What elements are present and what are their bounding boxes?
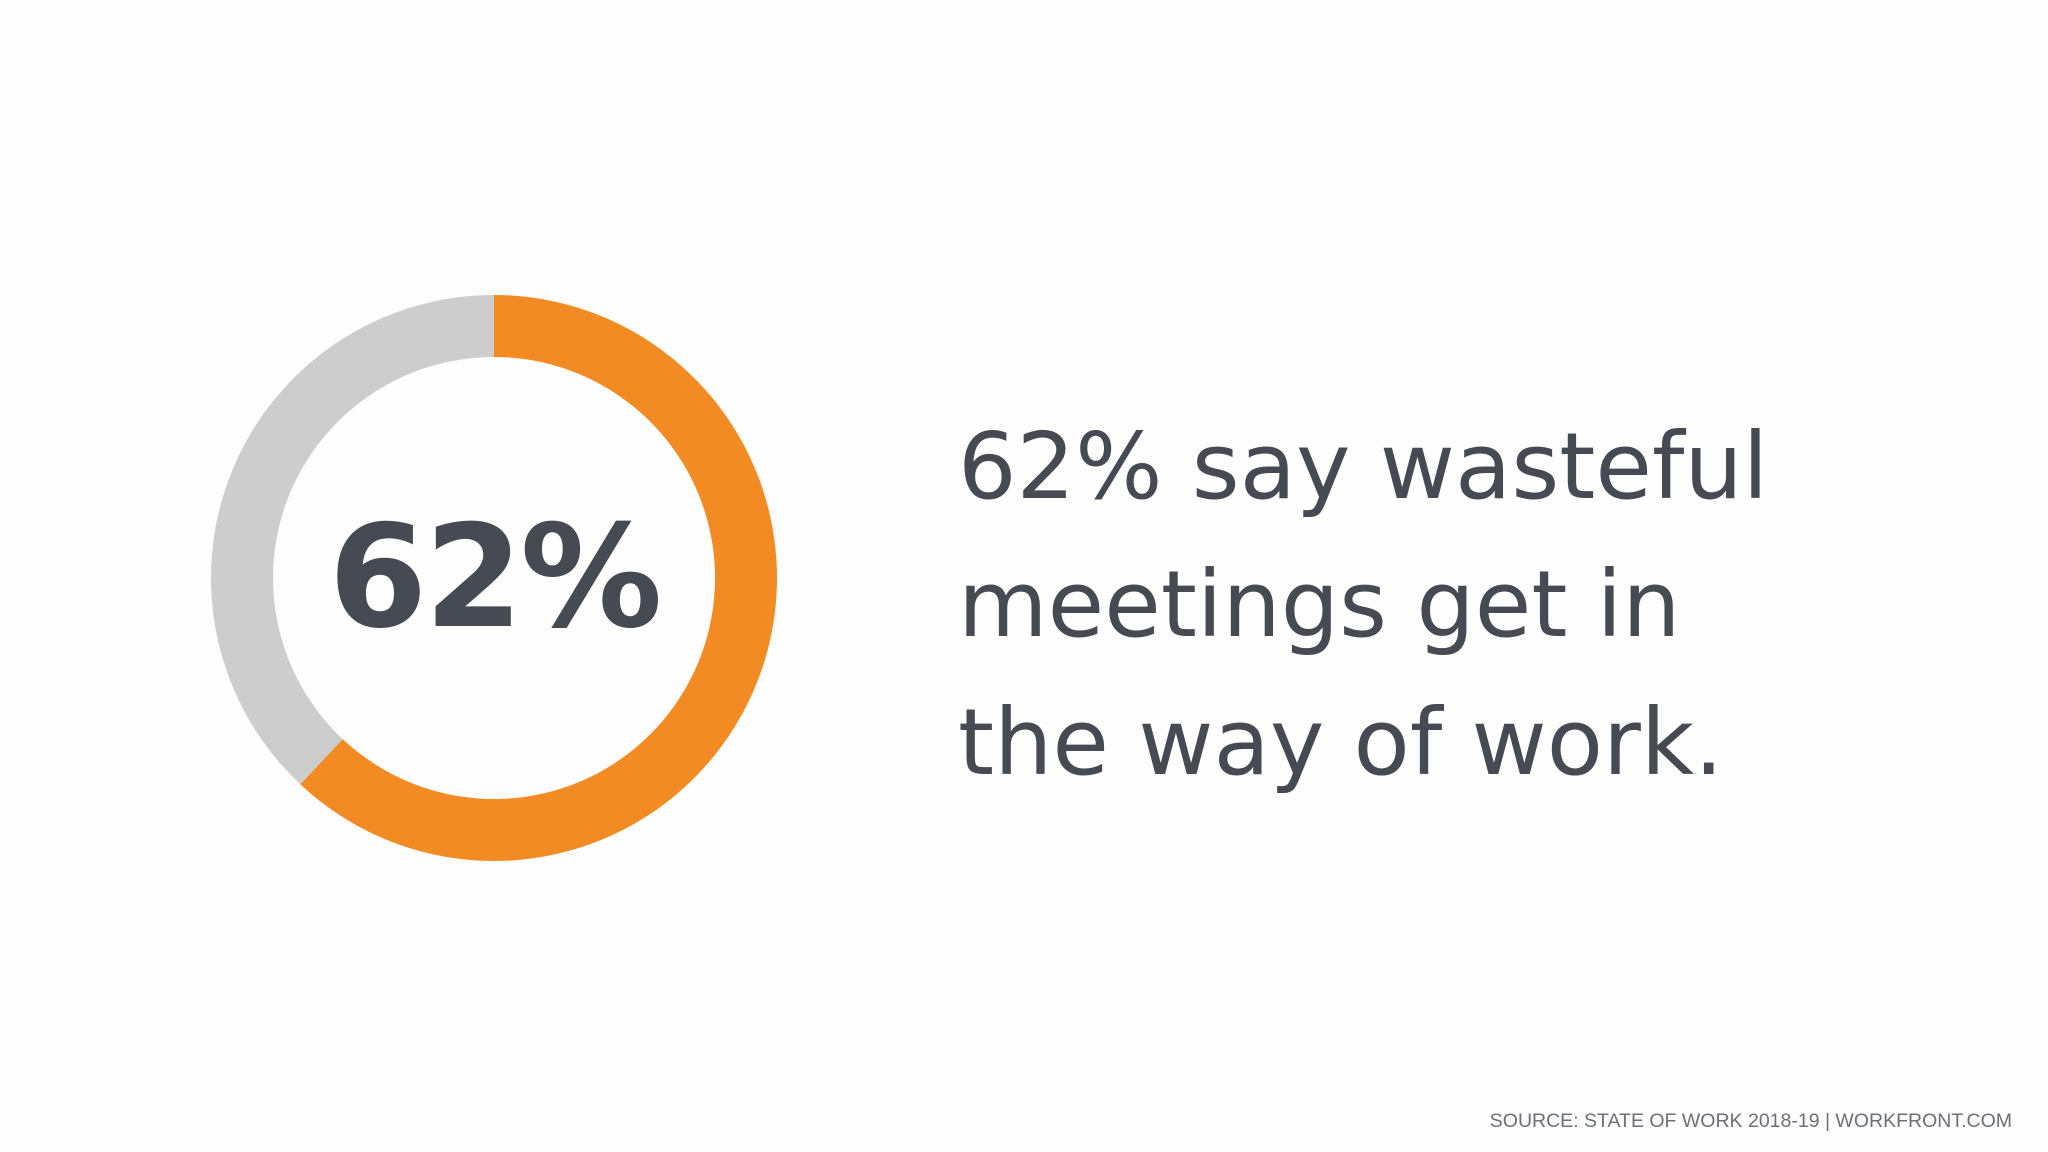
center-value: 62% [328,495,663,660]
donut-slice-1 [300,295,777,861]
headline-line-3: the way of work. [958,689,1724,796]
source-footer: SOURCE: STATE OF WORK 2018-19 | WORKFRON… [1489,1109,2012,1132]
donut-chart [211,295,777,861]
donut-slice-2 [211,295,494,785]
headline-line-2: meetings get in [958,551,1681,658]
headline: 62% say wasteful meetings get in the way… [958,398,1958,812]
headline-line-1: 62% say wasteful [958,413,1769,520]
